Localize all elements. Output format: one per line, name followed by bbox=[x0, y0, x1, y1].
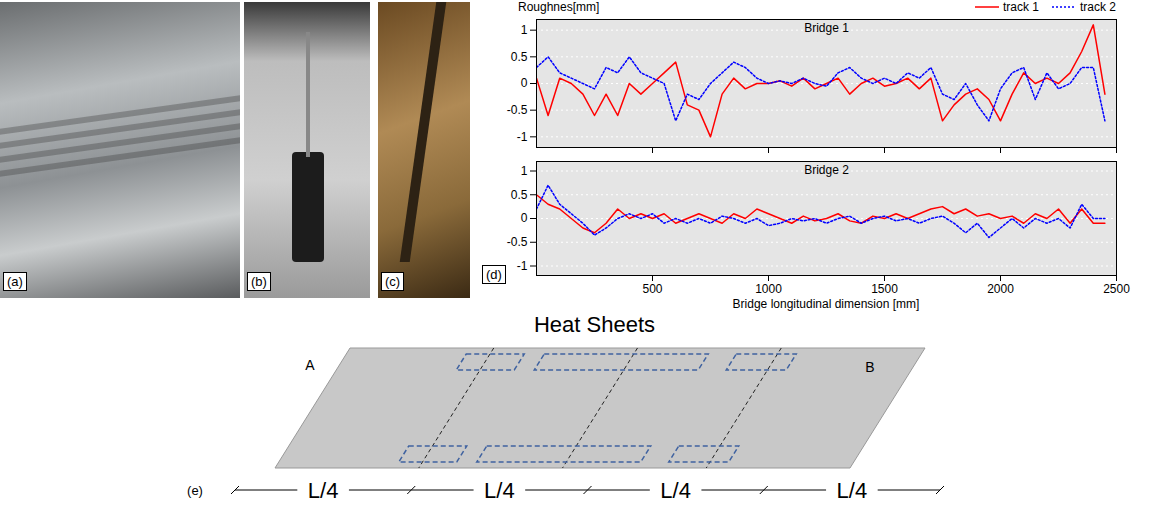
svg-text:-1: -1 bbox=[517, 130, 528, 144]
svg-text:1: 1 bbox=[521, 23, 528, 37]
svg-text:1500: 1500 bbox=[871, 282, 898, 296]
html-text:(b): (b) bbox=[251, 274, 267, 289]
svg-text:2000: 2000 bbox=[987, 282, 1014, 296]
svg-text:0.5: 0.5 bbox=[511, 188, 528, 202]
html-text:(d): (d) bbox=[486, 267, 502, 282]
svg-text:1000: 1000 bbox=[755, 282, 782, 296]
svg-text:2500: 2500 bbox=[1103, 282, 1130, 296]
svg-text:0.5: 0.5 bbox=[511, 50, 528, 64]
svg-text:Bridge 1: Bridge 1 bbox=[804, 21, 849, 35]
html-text:Heat Sheets: Heat Sheets bbox=[534, 312, 655, 337]
svg-text:L/4: L/4 bbox=[308, 478, 339, 503]
svg-text:L/4: L/4 bbox=[484, 478, 515, 503]
html-text:track 2: track 2 bbox=[1080, 0, 1116, 14]
html-text:(a): (a) bbox=[7, 274, 23, 289]
svg-text:0: 0 bbox=[521, 76, 528, 90]
svg-text:0: 0 bbox=[521, 211, 528, 225]
svg-text:A: A bbox=[305, 357, 315, 373]
svg-text:1: 1 bbox=[521, 164, 528, 178]
svg-text:-0.5: -0.5 bbox=[507, 103, 528, 117]
svg-text:-0.5: -0.5 bbox=[507, 235, 528, 249]
svg-text:B: B bbox=[865, 359, 874, 375]
svg-text:L/4: L/4 bbox=[837, 478, 868, 503]
svg-text:500: 500 bbox=[642, 282, 662, 296]
svg-text:(e): (e) bbox=[187, 483, 203, 498]
svg-text:Bridge 2: Bridge 2 bbox=[804, 163, 849, 177]
html-text:Bridge longitudinal dimension: Bridge longitudinal dimension [mm] bbox=[732, 297, 920, 311]
html-text:(c): (c) bbox=[385, 274, 401, 289]
html-text:Roughnes[mm]: Roughnes[mm] bbox=[518, 0, 600, 14]
svg-text:L/4: L/4 bbox=[660, 478, 691, 503]
html-text:track 1: track 1 bbox=[1003, 0, 1039, 14]
svg-text:-1: -1 bbox=[517, 259, 528, 273]
